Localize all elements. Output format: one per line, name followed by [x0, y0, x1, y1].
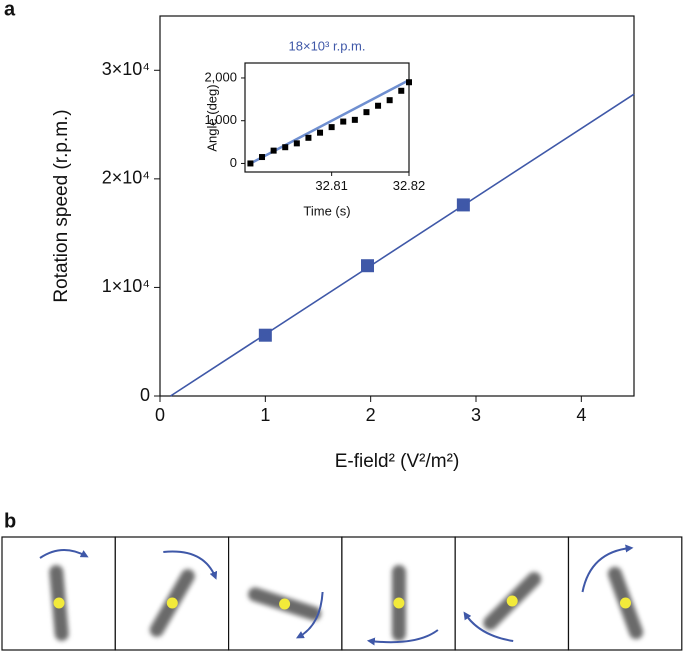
marker: [398, 87, 405, 94]
marker: [340, 118, 347, 125]
frame-image: [114, 536, 230, 651]
y-tick-label: 2×10⁴: [102, 168, 150, 188]
marker: [293, 140, 300, 147]
y-axis-label: Rotation speed (r.p.m.): [51, 109, 72, 302]
x-tick-label: 2: [366, 405, 376, 425]
y-tick-label: 3×10⁴: [102, 59, 150, 79]
rotation-arrow: [366, 629, 439, 646]
bead: [393, 597, 405, 609]
marker: [305, 134, 312, 141]
marker: [282, 144, 289, 151]
x-axis-label: E-field² (V²/m²): [335, 451, 460, 472]
marker: [317, 129, 324, 136]
x-tick-label: 0: [155, 405, 165, 425]
rotation-arrow: [163, 550, 218, 580]
y-tick-label: 0: [140, 385, 150, 405]
y-tick-label: 1,000: [204, 112, 237, 127]
frame-image: [341, 536, 456, 651]
y-axis-label: Angle (deg): [204, 84, 219, 151]
x-tick-label: 32.82: [393, 178, 426, 193]
x-tick-label: 1: [260, 405, 270, 425]
frame-image: [454, 536, 570, 651]
y-tick-label: 0: [230, 155, 237, 170]
marker: [363, 109, 370, 116]
marker: [259, 154, 266, 161]
panel-label: a: [4, 0, 16, 20]
x-tick-label: 3: [471, 405, 481, 425]
image-strip: [1, 536, 683, 651]
marker: [351, 116, 358, 123]
x-tick-label: 4: [576, 405, 586, 425]
frame-image: [567, 536, 683, 651]
marker: [270, 147, 277, 154]
rotation-arrow: [295, 591, 324, 639]
plot-frame: [244, 62, 410, 173]
fit-line: [170, 93, 635, 397]
bead: [53, 597, 65, 609]
panel-label: b: [4, 510, 16, 532]
y-tick-label: 1×10⁴: [102, 276, 150, 296]
marker: [247, 160, 254, 167]
frame-image: [228, 536, 343, 651]
bead: [506, 595, 518, 607]
annotation: 18×10³ r.p.m.: [289, 38, 366, 53]
bead: [166, 597, 178, 609]
marker: [406, 79, 412, 86]
image-border: [228, 536, 343, 651]
marker: [328, 124, 335, 131]
y-tick-label: 2,000: [204, 69, 237, 84]
x-tick-label: 32.81: [315, 178, 348, 193]
rotation-arrow: [39, 549, 89, 559]
bead: [279, 598, 291, 610]
fit-line: [249, 78, 410, 165]
frame-image: [1, 536, 116, 651]
marker: [375, 102, 382, 109]
rotation-arrow: [463, 611, 514, 642]
rotation-arrow: [581, 544, 634, 593]
x-axis-label: Time (s): [303, 203, 350, 218]
bead: [620, 597, 631, 609]
marker: [386, 97, 393, 104]
